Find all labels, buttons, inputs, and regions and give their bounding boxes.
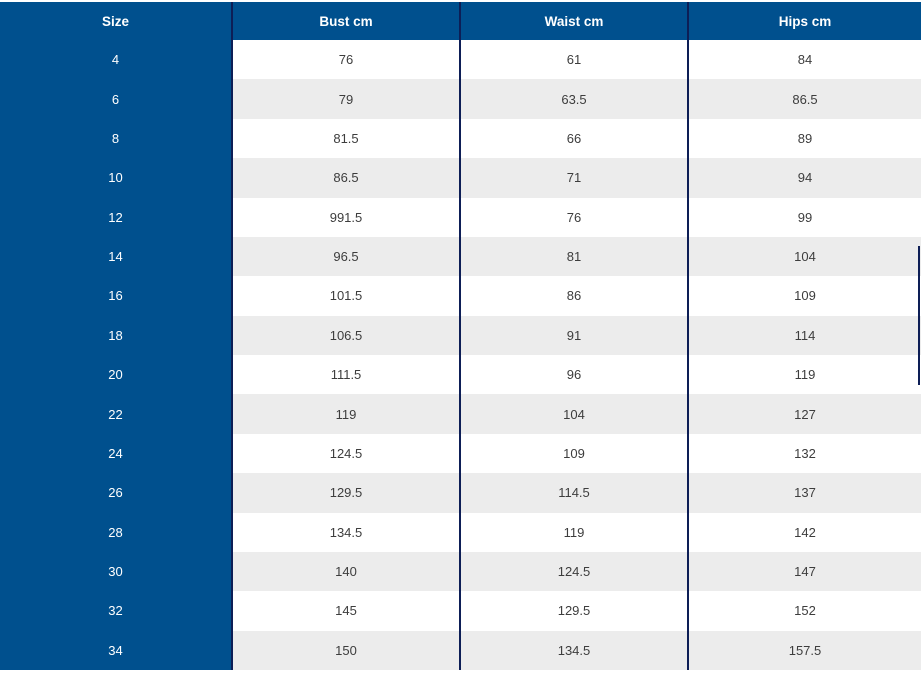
cell-hips: 89: [687, 118, 921, 159]
cell-waist: 119: [459, 512, 687, 552]
cell-waist: 66: [459, 118, 687, 159]
cell-hips: 84: [687, 40, 921, 80]
cell-bust: 76: [231, 40, 459, 80]
cell-bust: 145: [231, 591, 459, 631]
cell-hips: 109: [687, 276, 921, 316]
cell-waist: 61: [459, 40, 687, 80]
cell-bust: 96.5: [231, 236, 459, 277]
cell-waist: 71: [459, 158, 687, 198]
cell-bust: 150: [231, 630, 459, 670]
column-header-waist: Waist cm: [459, 2, 687, 40]
cell-hips: 137: [687, 473, 921, 513]
cell-bust: 81.5: [231, 118, 459, 159]
cell-bust: 106.5: [231, 315, 459, 355]
cell-waist: 109: [459, 433, 687, 474]
cell-hips: 152: [687, 591, 921, 631]
table-row: 8 81.5 66 89: [0, 118, 921, 159]
table-row: 22 119 104 127: [0, 394, 921, 434]
cell-size: 32: [0, 591, 231, 631]
cell-waist: 63.5: [459, 79, 687, 119]
cell-hips: 86.5: [687, 79, 921, 119]
cell-hips: 157.5: [687, 630, 921, 670]
table-row: 16 101.5 86 109: [0, 276, 921, 316]
table-row: 12 991.5 76 99: [0, 197, 921, 237]
table-row: 20 111.5 96 119: [0, 355, 921, 395]
cell-waist: 81: [459, 236, 687, 277]
cell-bust: 134.5: [231, 512, 459, 552]
cell-bust: 140: [231, 551, 459, 592]
cell-bust: 86.5: [231, 158, 459, 198]
table-row: 14 96.5 81 104: [0, 236, 921, 277]
cell-size: 16: [0, 276, 231, 316]
cell-size: 26: [0, 473, 231, 513]
cell-size: 6: [0, 79, 231, 119]
column-header-hips: Hips cm: [687, 2, 921, 40]
column-header-bust: Bust cm: [231, 2, 459, 40]
cell-size: 22: [0, 394, 231, 434]
cell-size: 30: [0, 551, 231, 592]
cell-bust: 129.5: [231, 473, 459, 513]
cell-size: 28: [0, 512, 231, 552]
cell-hips: 132: [687, 433, 921, 474]
cell-size: 14: [0, 236, 231, 277]
cell-hips: 104: [687, 236, 921, 277]
cell-size: 4: [0, 40, 231, 80]
cell-size: 12: [0, 197, 231, 237]
cell-size: 10: [0, 158, 231, 198]
table-row: 32 145 129.5 152: [0, 591, 921, 631]
cell-size: 8: [0, 118, 231, 159]
table-row: 24 124.5 109 132: [0, 433, 921, 474]
cell-hips: 114: [687, 315, 921, 355]
cell-hips: 119: [687, 355, 921, 395]
cell-waist: 91: [459, 315, 687, 355]
column-header-size: Size: [0, 2, 231, 40]
cell-waist: 86: [459, 276, 687, 316]
cell-waist: 129.5: [459, 591, 687, 631]
cell-size: 20: [0, 355, 231, 395]
table-row: 18 106.5 91 114: [0, 315, 921, 355]
cell-size: 34: [0, 630, 231, 670]
cell-hips: 142: [687, 512, 921, 552]
cell-bust: 101.5: [231, 276, 459, 316]
table-body: 4 76 61 84 6 79 63.5 86.5 8 81.5 66 89: [0, 40, 921, 670]
cell-bust: 991.5: [231, 197, 459, 237]
cell-waist: 96: [459, 355, 687, 395]
table-row: 4 76 61 84: [0, 40, 921, 80]
table-row: 28 134.5 119 142: [0, 512, 921, 552]
table-row: 26 129.5 114.5 137: [0, 473, 921, 513]
table-row: 34 150 134.5 157.5: [0, 630, 921, 670]
cell-waist: 114.5: [459, 473, 687, 513]
cell-hips: 127: [687, 394, 921, 434]
table-header-row: Size Bust cm Waist cm Hips cm: [0, 2, 921, 40]
cell-bust: 111.5: [231, 355, 459, 395]
table-row: 6 79 63.5 86.5: [0, 79, 921, 119]
table-row: 30 140 124.5 147: [0, 551, 921, 592]
cell-hips: 147: [687, 551, 921, 592]
cell-bust: 79: [231, 79, 459, 119]
cell-waist: 76: [459, 197, 687, 237]
cell-hips: 99: [687, 197, 921, 237]
cell-waist: 134.5: [459, 630, 687, 670]
cell-bust: 119: [231, 394, 459, 434]
table-row: 10 86.5 71 94: [0, 158, 921, 198]
cell-bust: 124.5: [231, 433, 459, 474]
cell-hips: 94: [687, 158, 921, 198]
cell-waist: 124.5: [459, 551, 687, 592]
cell-waist: 104: [459, 394, 687, 434]
cell-size: 24: [0, 433, 231, 474]
cell-size: 18: [0, 315, 231, 355]
scrollbar-thumb[interactable]: [918, 246, 920, 385]
